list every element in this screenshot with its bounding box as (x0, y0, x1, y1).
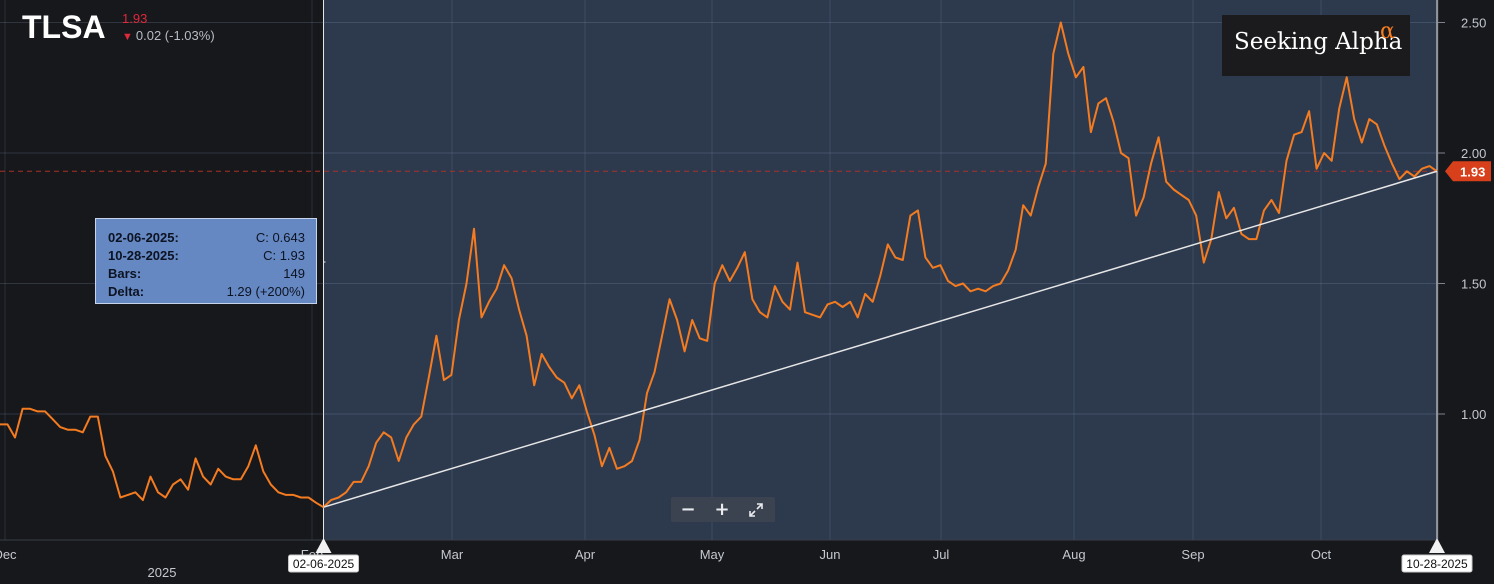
measure-value: 149 (283, 266, 305, 281)
measure-value: 1.29 (+200%) (226, 284, 305, 299)
measure-key: Delta: (108, 284, 145, 299)
x-tick-label: Apr (575, 547, 596, 562)
arrow-down-icon: ▼ (122, 31, 133, 43)
zoom-in-button[interactable]: + (714, 499, 730, 520)
x-tick-label: Jun (820, 547, 841, 562)
y-axis: 1.00 1.50 2.00 2.50 1.93 (1437, 0, 1494, 584)
range-end-date-label-box (1401, 554, 1473, 573)
trend-line (323, 170, 1438, 508)
zoom-controls: − + (671, 497, 775, 522)
selected-range (323, 0, 1438, 540)
range-end-handle (1429, 538, 1445, 553)
measure-key: 02-06-2025: (108, 230, 179, 245)
measure-tooltip: 02-06-2025: C: 0.643 10-28-2025: C: 1.93… (95, 218, 317, 304)
measure-row: Bars: 149 (108, 265, 305, 283)
last-price-marker-label: 1.93 (1460, 164, 1485, 179)
x-tick-label: Aug (1062, 547, 1085, 562)
last-price: 1.93 (122, 11, 148, 26)
price-series-line (0, 21, 1438, 509)
y-axis-background (1438, 0, 1494, 584)
brand-name: Seeking Alpha (1234, 29, 1403, 55)
range-start-date-label-box (288, 554, 360, 573)
y-tick-label: 1.00 (1461, 407, 1486, 422)
measure-row: 10-28-2025: C: 1.93 (108, 247, 305, 265)
plot-background (323, 0, 1438, 540)
range-end-date-label: 10-28-2025 (1406, 557, 1468, 571)
measure-key: 10-28-2025: (108, 248, 179, 263)
measure-key: Bars: (108, 266, 142, 281)
price-change-value: 0.02 (-1.03%) (135, 28, 215, 43)
x-tick-label: Dec (0, 547, 17, 562)
measure-row: Delta: 1.29 (+200%) (108, 283, 305, 301)
trend-line-layer (323, 170, 1438, 508)
last-price-marker (1445, 161, 1491, 182)
ticker-symbol: TLSA (22, 9, 106, 45)
x-axis: DecFebMarAprMayJunJulAugSepOct202502-06-… (0, 538, 1473, 584)
measure-value: C: 0.643 (255, 230, 305, 245)
x-tick-label: Mar (441, 547, 464, 562)
brand-logo: Seeking Alpha α (1222, 15, 1410, 76)
series-layer (0, 21, 1438, 509)
y-tick-label: 1.50 (1461, 277, 1486, 292)
zoom-out-button[interactable]: − (680, 499, 696, 520)
measure-value: C: 1.93 (263, 248, 305, 263)
y-tick-label: 2.00 (1461, 146, 1486, 161)
gridlines (0, 0, 1437, 566)
measure-row: 02-06-2025: C: 0.643 (108, 229, 305, 247)
alpha-icon: α (1380, 19, 1395, 44)
year-label: 2025 (148, 565, 177, 580)
x-tick-label: May (700, 547, 725, 562)
expand-icon[interactable] (739, 497, 773, 522)
x-tick-label: Oct (1311, 547, 1332, 562)
x-tick-label: Jul (933, 547, 950, 562)
x-tick-label: Sep (1181, 547, 1204, 562)
range-start-handle (315, 538, 332, 553)
x-axis-background (0, 540, 1438, 584)
price-change: ▼ 0.02 (-1.03%) (122, 28, 215, 43)
range-start-date-label: 02-06-2025 (293, 557, 355, 571)
y-tick-label: 2.50 (1461, 16, 1486, 31)
